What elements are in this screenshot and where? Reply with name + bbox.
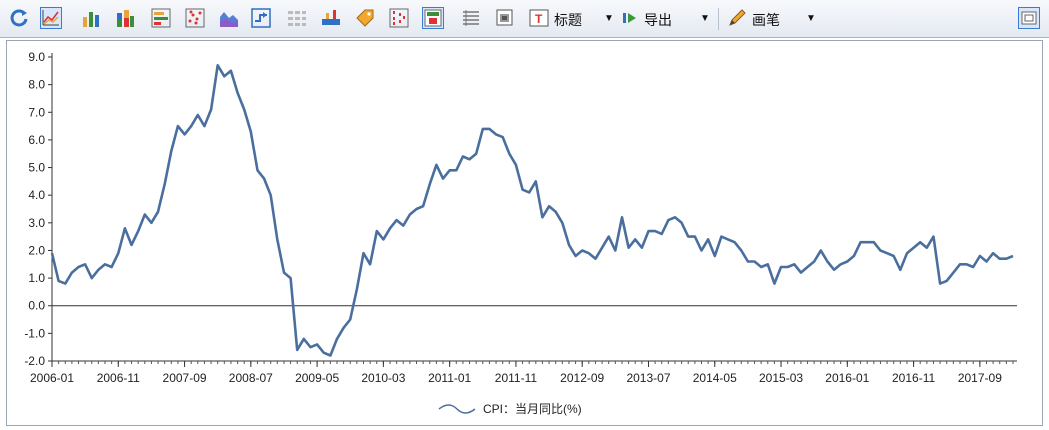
scatter-icon[interactable]: [184, 7, 206, 29]
y-tick-label: -2.0: [24, 354, 45, 368]
chevron-down-icon[interactable]: ▼: [700, 13, 710, 24]
legend-label: CPI：当月同比(%): [483, 402, 582, 416]
y-tick-label: 8.0: [28, 78, 45, 92]
title-icon[interactable]: T: [528, 7, 550, 29]
y-axis: 9.0 8.0 7.0 6.0 5.0 4.0 3.0 2.0 1.0 0.0 -1.0 -2.0: [24, 50, 53, 368]
y-tick-label: 3.0: [28, 216, 45, 230]
chevron-down-icon[interactable]: ▼: [806, 13, 816, 24]
y-tick-label: 5.0: [28, 161, 45, 175]
y-tick-label: 1.0: [28, 271, 45, 285]
area-chart-icon[interactable]: [218, 7, 240, 29]
x-tick-label: 2015-03: [759, 371, 803, 385]
tag-icon[interactable]: [354, 7, 376, 29]
x-tick-label: 2006-01: [30, 371, 74, 385]
fit-screen-icon[interactable]: [1018, 7, 1040, 29]
horizontal-bar-icon[interactable]: [150, 7, 172, 29]
y-tick-label: 6.0: [28, 133, 45, 147]
y-tick-label: 0.0: [28, 299, 45, 313]
x-tick-label: 2013-07: [626, 371, 670, 385]
y-tick-label: 9.0: [28, 50, 45, 64]
toolbar: T 标题 ▼ 导出 ▼ 画笔 ▼: [0, 0, 1049, 38]
x-tick-label: 2011-01: [428, 371, 471, 385]
legend-swatch: [438, 404, 476, 414]
chevron-down-icon[interactable]: ▼: [604, 13, 614, 24]
series-line-cpi: [50, 64, 1014, 357]
data-view-icon[interactable]: [494, 7, 516, 29]
x-tick-label: 2012-09: [560, 371, 604, 385]
x-tick-label: 2007-09: [163, 371, 207, 385]
y-tick-label: -1.0: [24, 326, 45, 340]
x-tick-label: 2006-11: [97, 371, 140, 385]
x-axis: 2006-01 2006-11 2007-09 2008-07 2009-05 2010-…: [30, 360, 1017, 385]
refresh-icon[interactable]: [8, 7, 30, 29]
svg-text:T: T: [535, 12, 543, 26]
y-tick-label: 2.0: [28, 243, 45, 257]
x-tick-label: 2016-11: [892, 371, 935, 385]
pen-label[interactable]: 画笔: [752, 12, 780, 28]
line-chart-icon[interactable]: [40, 7, 62, 29]
pen-icon[interactable]: [726, 7, 748, 29]
y-tick-label: 7.0: [28, 105, 45, 119]
stacked-bar-icon[interactable]: [114, 7, 136, 29]
legend: CPI：当月同比(%): [438, 402, 582, 416]
y-tick-label: 4.0: [28, 188, 45, 202]
export-label[interactable]: 导出: [644, 12, 672, 28]
x-tick-label: 2016-01: [825, 371, 869, 385]
step-chart-icon[interactable]: [250, 7, 272, 29]
list-icon[interactable]: [460, 7, 482, 29]
x-tick-label: 2014-05: [693, 371, 737, 385]
x-tick-label: 2008-07: [229, 371, 273, 385]
cpi-line-chart: 9.0 8.0 7.0 6.0 5.0 4.0 3.0 2.0 1.0 0.0 -1.0 -2.0 2…: [24, 50, 1017, 416]
title-label[interactable]: 标题: [554, 12, 582, 28]
table-grid-icon[interactable]: [286, 7, 308, 29]
axis-tool-icon[interactable]: [320, 7, 342, 29]
x-tick-label: 2011-11: [495, 371, 538, 385]
toolbar-divider: [718, 8, 719, 30]
chart-panel: 9.0 8.0 7.0 6.0 5.0 4.0 3.0 2.0 1.0 0.0 -1.0 -2.0 2…: [6, 40, 1043, 426]
stats-icon[interactable]: [388, 7, 410, 29]
x-tick-label: 2009-05: [295, 371, 339, 385]
x-tick-label: 2010-03: [361, 371, 405, 385]
bar-chart-icon[interactable]: [80, 7, 102, 29]
grid-toggle-icon[interactable]: [422, 7, 444, 29]
export-icon[interactable]: [620, 7, 642, 29]
x-tick-label: 2017-09: [958, 371, 1002, 385]
